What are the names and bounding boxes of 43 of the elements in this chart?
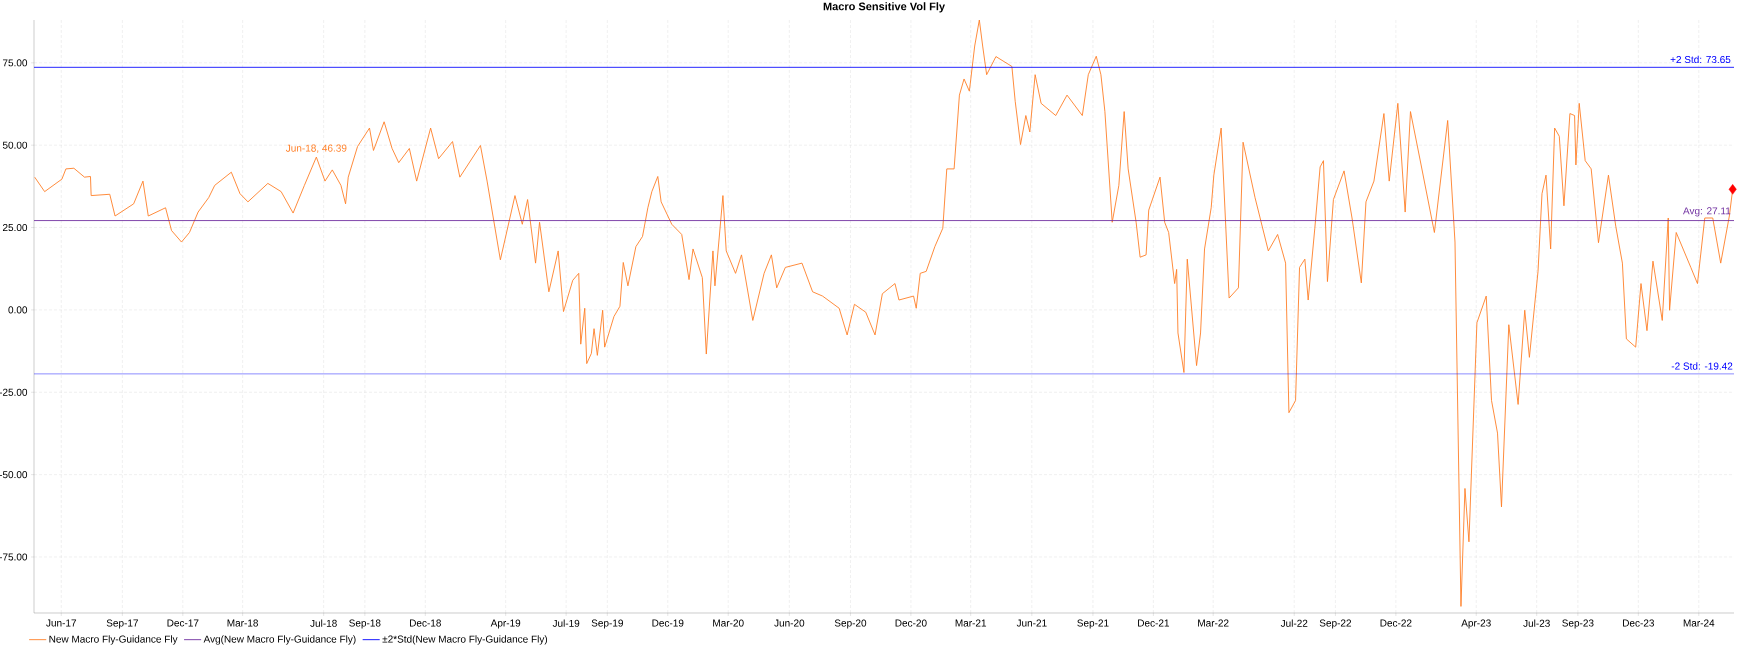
x-tick-label: Jul-23 [1523, 619, 1550, 627]
ref-line-label: -2 Std: -19.42 [1671, 362, 1733, 370]
x-tick-label: Sep-20 [834, 619, 867, 629]
legend-label: Avg(New Macro Fly-Guidance Fly) [203, 635, 356, 645]
x-tick-label: Jun-21 [1016, 619, 1047, 627]
x-tick-label: Dec-22 [1380, 619, 1412, 627]
x-tick-label: Mar-22 [1198, 619, 1229, 627]
y-tick-label: 50.00 [2, 141, 28, 149]
x-tick-label: Dec-23 [1623, 619, 1655, 627]
x-tick-label: Jun-20 [774, 619, 805, 627]
x-tick-label: Sep-23 [1562, 619, 1594, 629]
y-tick-label: 0.00 [8, 306, 28, 314]
x-tick-label: Jul-22 [1280, 619, 1308, 627]
chart-title: Macro Sensitive Vol Fly [823, 2, 945, 13]
x-tick-label: Mar-20 [713, 619, 744, 627]
annotation: Jun-18, 46.39 [285, 144, 347, 153]
x-tick-label: Apr-23 [1461, 619, 1491, 629]
x-tick-label: Sep-17 [106, 619, 138, 629]
x-tick-label: Apr-19 [490, 619, 521, 629]
y-tick-label: -25.00 [0, 388, 28, 396]
x-tick-label: Dec-21 [1138, 619, 1170, 627]
x-tick-label: Jul-19 [552, 619, 580, 627]
x-tick-label: Sep-21 [1077, 619, 1109, 629]
legend-label: ±2*Std(New Macro Fly-Guidance Fly) [382, 635, 548, 645]
y-tick-label: 25.00 [2, 224, 28, 232]
x-tick-label: Jul-18 [310, 619, 337, 627]
x-tick-label: Sep-22 [1319, 619, 1352, 629]
x-tick-label: Dec-20 [895, 619, 927, 627]
x-tick-label: Mar-24 [1683, 619, 1715, 627]
x-tick-label: Sep-18 [349, 619, 381, 629]
x-tick-label: Mar-18 [227, 619, 259, 627]
y-tick-label: -75.00 [0, 553, 28, 561]
y-tick-label: 75.00 [2, 59, 28, 67]
legend-label: New Macro Fly-Guidance Fly [49, 635, 178, 645]
x-tick-label: Dec-17 [167, 619, 199, 627]
x-tick-label: Dec-18 [410, 619, 441, 627]
y-tick-label: -50.00 [0, 471, 28, 479]
x-tick-label: Sep-19 [591, 619, 623, 629]
x-tick-label: Dec-19 [652, 619, 684, 627]
annotation: +2 Std: 73.65 [1670, 55, 1731, 64]
x-tick-label: Mar-21 [955, 619, 987, 627]
x-tick-label: Jun-17 [46, 619, 77, 627]
annotation: Avg: 27.11 [1683, 207, 1731, 217]
